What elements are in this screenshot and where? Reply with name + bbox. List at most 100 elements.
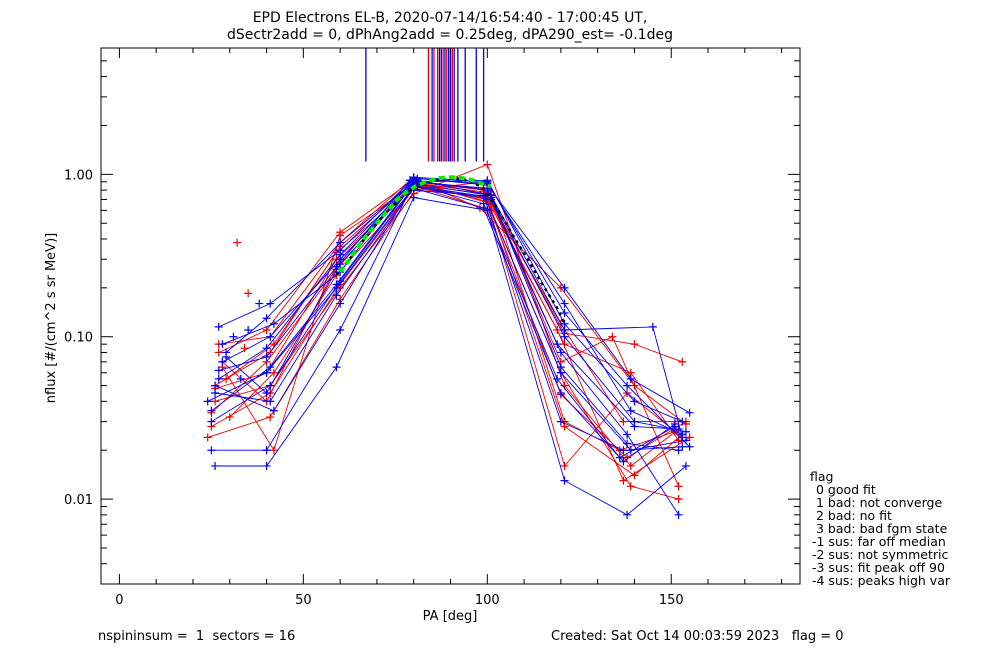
series-17-point-5	[553, 374, 562, 383]
series-5-point-7	[674, 495, 683, 504]
series-22-point-0	[218, 340, 227, 349]
series-8-point-6	[626, 461, 635, 470]
series-25-point-6	[626, 446, 635, 455]
outlier-point-0	[233, 238, 242, 247]
series-3-point-1	[269, 446, 278, 455]
series-line-25	[225, 179, 687, 451]
series-21-point-6	[619, 457, 628, 466]
series-15-point-5	[556, 348, 565, 357]
series-17-point-0	[211, 381, 220, 390]
series-23-point-2	[336, 250, 345, 259]
legend-item-2: 2 bad: no fit	[812, 508, 892, 523]
legend-item-5: -2 sus: not symmetric	[812, 547, 948, 562]
series-9-point-7	[674, 482, 683, 491]
series-13-point-7	[678, 442, 687, 451]
series-14-point-0	[214, 322, 223, 331]
series-21-point-5	[556, 389, 565, 398]
outlier-point-1	[244, 289, 253, 298]
series-15-point-0	[203, 397, 212, 406]
series-12-point-7	[681, 461, 690, 470]
series-5-point-1	[266, 413, 275, 422]
series-19-point-1	[266, 381, 275, 390]
series-line-20	[225, 178, 683, 435]
series-line-23	[218, 184, 679, 430]
spike-lines	[365, 48, 485, 162]
x-tick-label-3: 150	[659, 593, 684, 608]
series-12-point-6	[623, 510, 632, 519]
series-8-point-4	[483, 160, 492, 169]
series-4-point-6	[630, 340, 639, 349]
series-23-point-5	[553, 340, 562, 349]
series-12-point-5	[560, 476, 569, 485]
series-line-19	[211, 182, 679, 451]
series-line-18	[218, 179, 687, 433]
y-tick-label-1: 0.10	[64, 331, 93, 346]
footer-right: Created: Sat Oct 14 00:03:59 2023 flag =…	[551, 629, 844, 644]
series-23-point-0	[214, 374, 223, 383]
series-9-point-0	[225, 413, 234, 422]
y-axis-label: nflux [#/(cm^2 s sr MeV)]	[44, 233, 59, 403]
series-22-point-7	[685, 442, 694, 451]
outlier-point-6	[236, 374, 245, 383]
series-25-point-7	[681, 436, 690, 445]
series-21-point-1	[266, 397, 275, 406]
series-21-point-2	[332, 291, 341, 300]
series-20-point-2	[336, 238, 345, 247]
series-25-point-5	[556, 368, 565, 377]
fit-curve	[338, 175, 492, 274]
series-25-point-1	[262, 389, 271, 398]
series-14-point-6	[626, 374, 635, 383]
series-3-point-5	[553, 326, 562, 335]
series-13-point-6	[619, 446, 628, 455]
series-line-16	[222, 179, 683, 423]
series-7-point-1	[262, 326, 271, 335]
series-5-point-0	[203, 433, 212, 442]
series-19-point-7	[674, 446, 683, 455]
median-curve	[335, 176, 566, 325]
series-line-3	[222, 184, 690, 482]
series-15-point-6	[623, 430, 632, 439]
legend-item-3: 3 bad: bad fgm state	[812, 521, 948, 536]
x-tick-label-2: 100	[475, 593, 500, 608]
series-line-17	[214, 184, 676, 459]
legend-item-4: -1 sus: far off median	[812, 534, 946, 549]
series-22-point-6	[623, 381, 632, 390]
series-16-point-7	[678, 417, 687, 426]
series-16-point-1	[266, 332, 275, 341]
outlier-point-2	[244, 326, 253, 335]
series-23-point-7	[674, 425, 683, 434]
series-18-point-1	[262, 353, 271, 362]
series-20-point-1	[262, 314, 271, 323]
legend: flag 0 good fit 1 bad: not converge 2 ba…	[810, 469, 951, 588]
series-3-point-6	[619, 476, 628, 485]
series-17-point-1	[269, 406, 278, 415]
x-tick-label-1: 50	[295, 593, 312, 608]
series-23-point-1	[262, 344, 271, 353]
series-24-point-5	[560, 326, 569, 335]
series-25-point-0	[222, 353, 231, 362]
legend-item-6: -3 sus: fit peak off 90	[812, 560, 945, 575]
series-12-point-3	[409, 193, 418, 202]
y-tick-label-0: 0.01	[64, 493, 93, 508]
outlier-point-5	[240, 344, 249, 353]
series-line-1	[214, 182, 687, 459]
series-line-2	[218, 179, 679, 441]
series-line-21	[214, 187, 676, 463]
footer-left: nspininsum = 1 sectors = 16	[98, 629, 295, 644]
series-21-point-4	[479, 204, 488, 213]
series-14-point-1	[266, 299, 275, 308]
series-21-point-7	[670, 420, 679, 429]
series-21-point-0	[211, 389, 220, 398]
series-14-point-5	[560, 283, 569, 292]
data-series-group	[203, 160, 694, 519]
series-line-4	[211, 181, 683, 414]
series-line-13	[211, 189, 683, 451]
series-19-point-0	[207, 417, 216, 426]
series-16-point-0	[218, 357, 227, 366]
series-13-point-0	[207, 446, 216, 455]
series-19-point-2	[336, 277, 345, 286]
chart-title-line2: dSectr2add = 0, dPhAng2add = 0.25deg, dP…	[227, 27, 673, 43]
series-17-point-2	[336, 299, 345, 308]
series-20-point-5	[560, 299, 569, 308]
series-line-15	[207, 186, 679, 516]
